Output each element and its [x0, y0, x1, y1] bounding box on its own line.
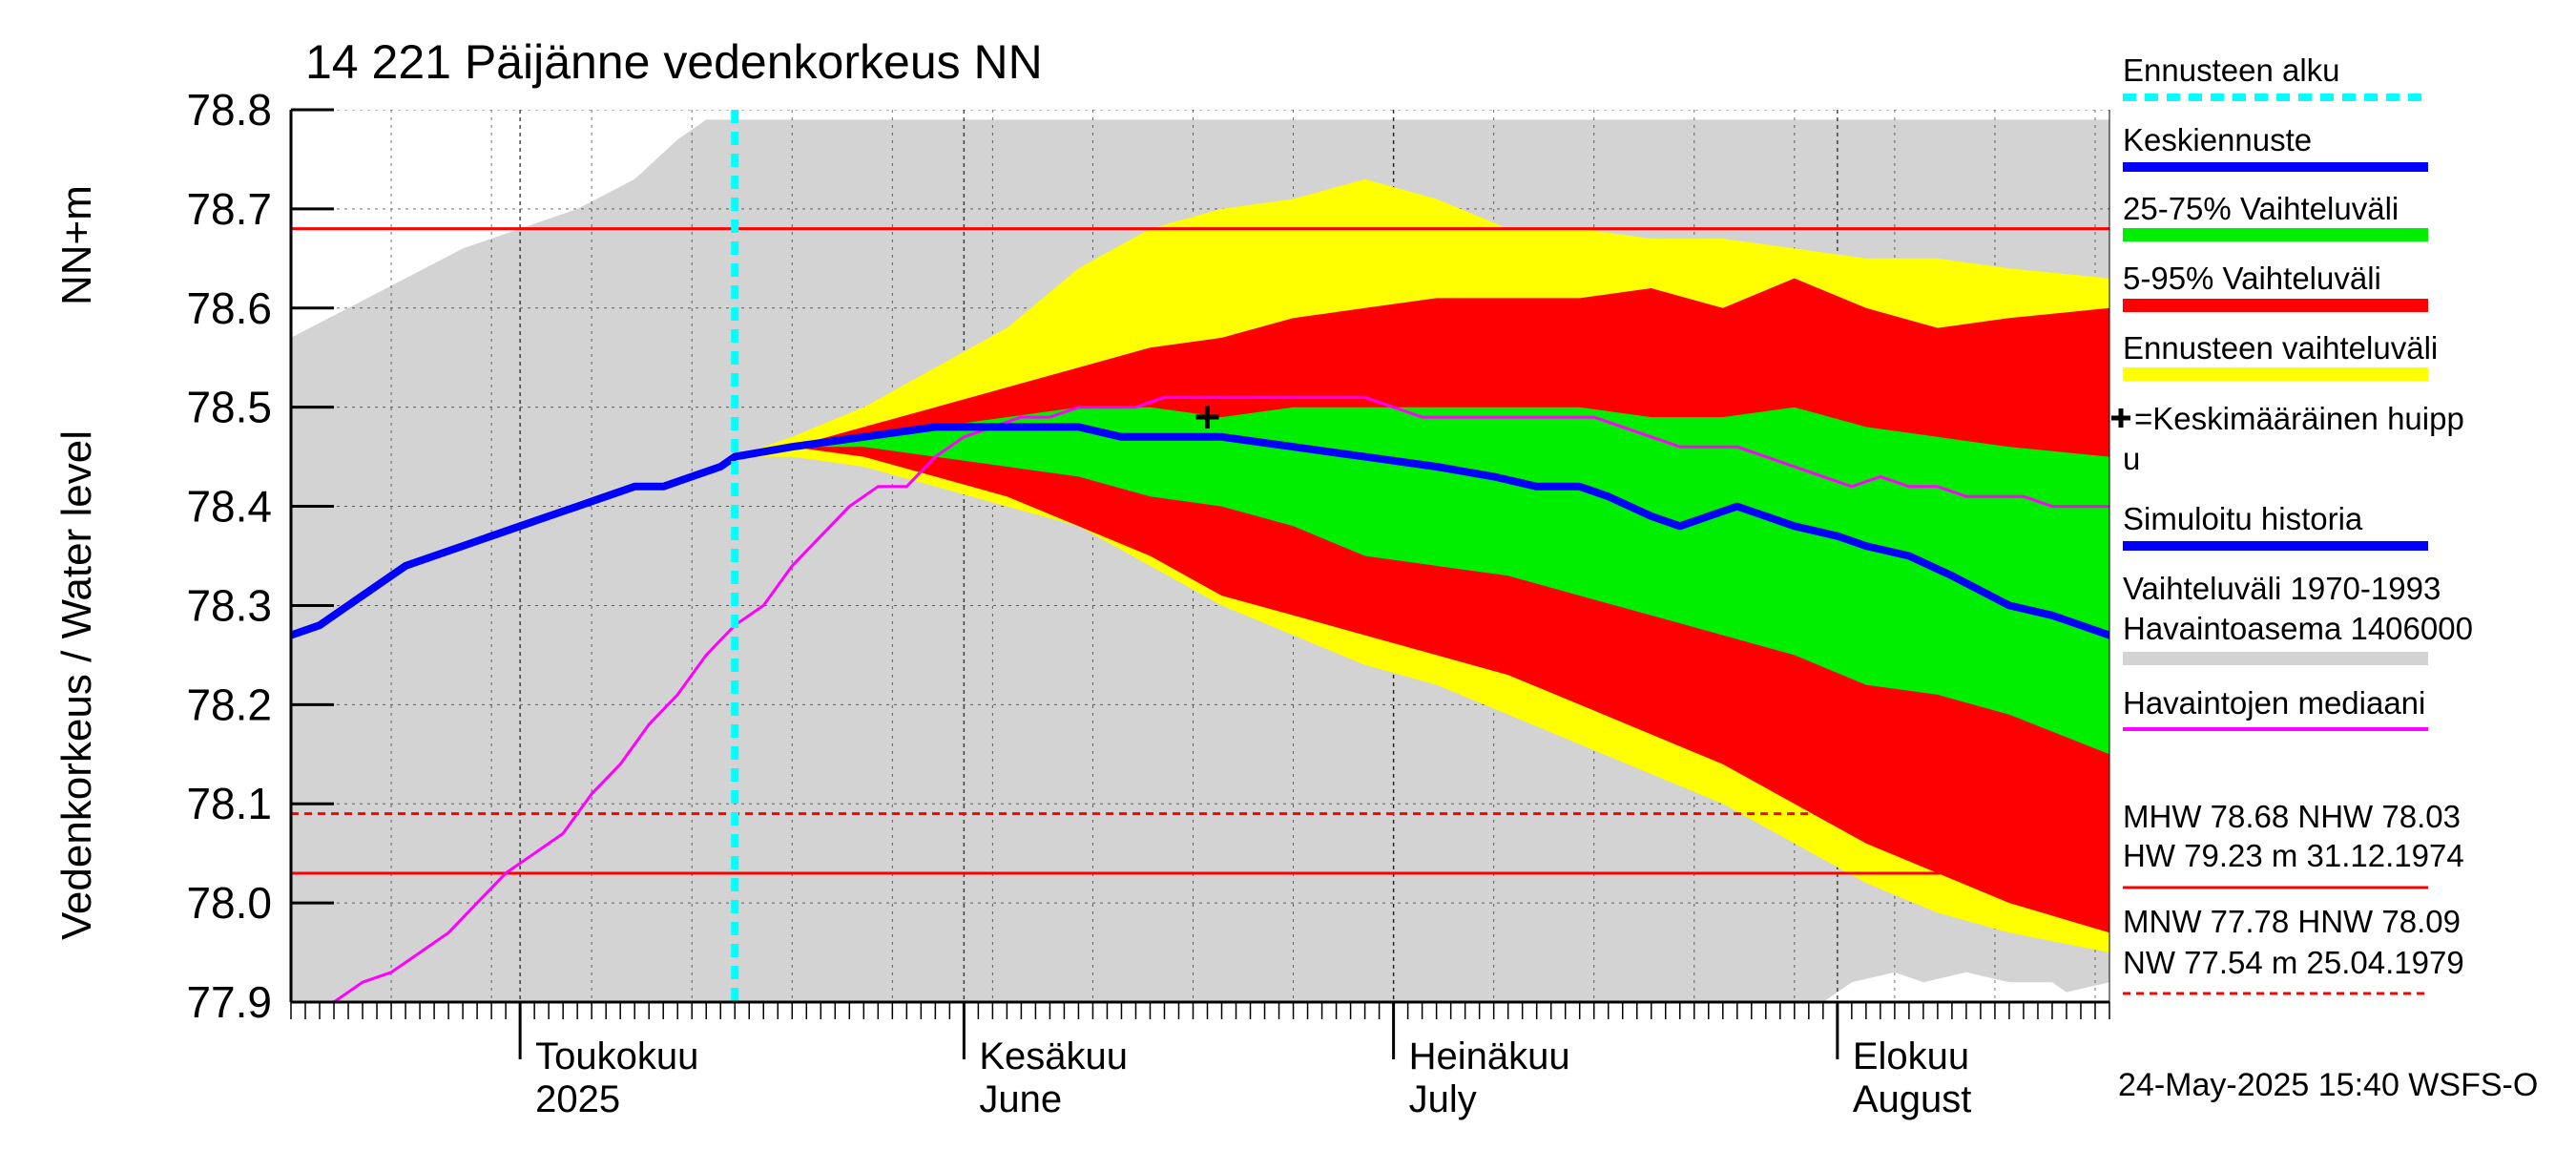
x-month-label: Toukokuu — [535, 1035, 698, 1077]
y-tick-label: 78.8 — [186, 85, 272, 135]
x-month-label: Elokuu — [1853, 1035, 1969, 1077]
y-axis-label: Vedenkorkeus / Water level — [53, 430, 100, 940]
y-tick-label: 78.3 — [186, 580, 272, 630]
stats-hw: HW 79.23 m 31.12.1974 — [2123, 838, 2464, 873]
x-month-label: Heinäkuu — [1409, 1035, 1570, 1077]
mean-forecast-line — [731, 423, 2109, 639]
legend-peak-cross — [2111, 408, 2130, 428]
stats-mhw-nhw: MHW 78.68 NHW 78.03 — [2123, 799, 2461, 834]
y-tick-label: 78.7 — [186, 184, 272, 234]
band-25-75 — [735, 407, 2109, 755]
y-tick-label: 78.4 — [186, 482, 272, 532]
chart-title: 14 221 Päijänne vedenkorkeus NN — [305, 35, 1043, 89]
legend-mean-peak-cont: u — [2123, 441, 2140, 476]
x-month-label-en: July — [1409, 1078, 1477, 1120]
x-month-label: Kesäkuu — [979, 1035, 1128, 1077]
legend-historical-range-cont: Havaintoasema 1406000 — [2123, 611, 2473, 646]
simulated-history-line — [291, 452, 739, 639]
x-month-label-en: June — [979, 1078, 1062, 1120]
mean-peak-marker — [1195, 406, 1219, 429]
legend-simulated-history: Simuloitu historia — [2123, 501, 2363, 536]
x-month-label-en: 2025 — [535, 1078, 620, 1120]
y-tick-label: 78.5 — [186, 383, 272, 432]
y-tick-label: 78.2 — [186, 680, 272, 729]
stats-nw: NW 77.54 m 25.04.1979 — [2123, 945, 2464, 980]
footer-timestamp: 24-May-2025 15:40 WSFS-O — [2118, 1067, 2538, 1103]
y-tick-label: 78.0 — [186, 878, 272, 928]
legend-forecast-start: Ennusteen alku — [2123, 52, 2340, 88]
legend-forecast-range: Ennusteen vaihteluväli — [2123, 330, 2438, 366]
y-tick-label: 78.1 — [186, 779, 272, 828]
y-tick-label: 77.9 — [186, 977, 272, 1027]
legend-5-95: 5-95% Vaihteluväli — [2123, 261, 2381, 296]
legend-mean-forecast: Keskiennuste — [2123, 122, 2312, 157]
legend-median: Havaintojen mediaani — [2123, 685, 2425, 721]
legend-mean-peak: =Keskimääräinen huipp — [2134, 401, 2464, 436]
legend-25-75: 25-75% Vaihteluväli — [2123, 191, 2399, 226]
y-tick-label: 78.6 — [186, 283, 272, 333]
y-axis-unit: NN+m — [53, 185, 100, 305]
legend-historical-range: Vaihteluväli 1970-1993 — [2123, 571, 2441, 606]
x-month-label-en: August — [1853, 1078, 1972, 1120]
stats-mnw-hnw: MNW 77.78 HNW 78.09 — [2123, 904, 2461, 939]
median-observation-line — [332, 395, 2109, 1002]
